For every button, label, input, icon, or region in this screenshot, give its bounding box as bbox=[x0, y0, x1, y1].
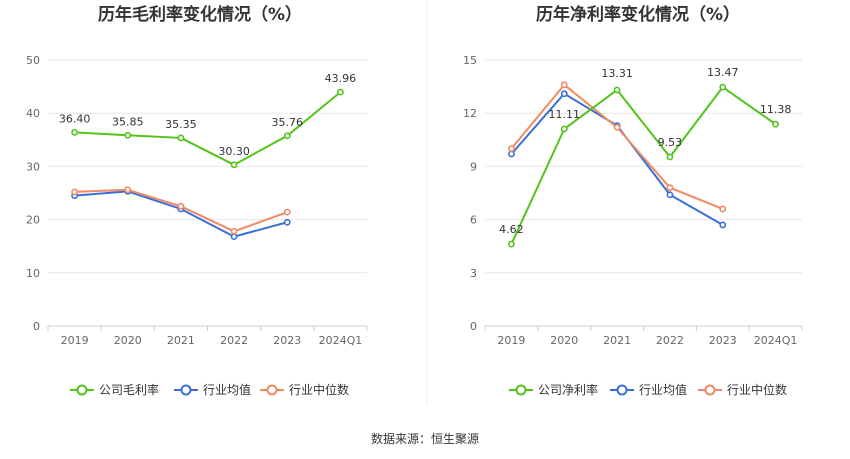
y-tick-label: 0 bbox=[33, 320, 40, 333]
data-label: 43.96 bbox=[325, 72, 357, 85]
series-line bbox=[74, 91, 342, 166]
x-tick-label: 2022 bbox=[656, 334, 684, 347]
data-point[interactable] bbox=[508, 150, 515, 158]
legend-item[interactable]: 行业均值 bbox=[174, 382, 251, 397]
series-line bbox=[510, 83, 724, 210]
x-tick-label: 2023 bbox=[273, 334, 301, 347]
legend-label: 行业均值 bbox=[639, 382, 687, 397]
legend-label: 行业均值 bbox=[203, 382, 251, 397]
y-tick-label: 3 bbox=[470, 267, 477, 280]
legend-item[interactable]: 行业中位数 bbox=[260, 382, 349, 397]
data-point[interactable] bbox=[71, 188, 78, 196]
data-label: 11.38 bbox=[760, 103, 792, 116]
y-tick-label: 12 bbox=[463, 107, 477, 120]
data-point[interactable] bbox=[177, 202, 185, 210]
gross-margin-chart: 历年毛利率变化情况（%） 0 10 20 30 40 50 2019 2020 2021 2022 2… bbox=[26, 4, 368, 397]
data-point[interactable] bbox=[230, 233, 238, 241]
x-tick-label: 2024Q1 bbox=[754, 334, 798, 347]
legend-label: 行业中位数 bbox=[727, 382, 787, 397]
net-margin-chart: 历年净利率变化情况（%） 0 3 6 9 12 15 2019 2020 2021 2022 2023… bbox=[463, 4, 803, 397]
data-label: 13.31 bbox=[601, 67, 633, 80]
y-tick-label: 15 bbox=[463, 54, 477, 67]
data-point[interactable] bbox=[177, 134, 185, 142]
data-point[interactable] bbox=[508, 240, 515, 248]
legend-label: 行业中位数 bbox=[289, 382, 349, 397]
legend-item[interactable]: 行业中位数 bbox=[698, 382, 787, 397]
legend-item[interactable]: 行业均值 bbox=[610, 382, 687, 397]
data-point[interactable] bbox=[230, 161, 238, 169]
data-point[interactable] bbox=[283, 218, 291, 226]
data-label: 30.30 bbox=[218, 145, 250, 158]
data-point[interactable] bbox=[124, 186, 132, 194]
data-point[interactable] bbox=[337, 88, 344, 96]
x-tick-label: 2019 bbox=[61, 334, 89, 347]
legend-marker bbox=[704, 384, 716, 396]
data-point[interactable] bbox=[560, 90, 568, 98]
legend-label: 公司净利率 bbox=[538, 382, 598, 397]
x-tick-label: 2022 bbox=[220, 334, 248, 347]
x-tick-label: 2021 bbox=[167, 334, 195, 347]
y-tick-label: 50 bbox=[26, 54, 40, 67]
data-point[interactable] bbox=[283, 132, 291, 140]
data-point[interactable] bbox=[772, 120, 779, 128]
legend-marker bbox=[180, 384, 192, 396]
y-tick-label: 9 bbox=[470, 160, 477, 173]
data-label: 13.47 bbox=[707, 66, 739, 79]
data-point[interactable] bbox=[283, 208, 291, 216]
legend-item[interactable]: 公司净利率 bbox=[509, 382, 598, 397]
data-point[interactable] bbox=[124, 131, 132, 139]
x-tick-label: 2020 bbox=[550, 334, 578, 347]
series-line bbox=[510, 86, 777, 245]
data-point[interactable] bbox=[230, 227, 238, 235]
source-label: 数据来源：恒生聚源 bbox=[371, 431, 479, 446]
data-point[interactable] bbox=[560, 81, 568, 89]
x-tick-label: 2024Q1 bbox=[319, 334, 363, 347]
data-point[interactable] bbox=[71, 128, 78, 136]
data-label: 35.76 bbox=[272, 116, 304, 129]
y-tick-label: 20 bbox=[26, 214, 40, 227]
data-point[interactable] bbox=[719, 83, 727, 91]
legend-label: 公司毛利率 bbox=[99, 382, 159, 397]
chart-title: 历年净利率变化情况（%） bbox=[536, 4, 740, 25]
data-label: 36.40 bbox=[59, 112, 91, 125]
data-point[interactable] bbox=[560, 125, 568, 133]
x-tick-label: 2021 bbox=[603, 334, 631, 347]
series-line bbox=[74, 190, 288, 238]
data-point[interactable] bbox=[666, 184, 674, 192]
y-tick-label: 40 bbox=[26, 107, 40, 120]
data-point[interactable] bbox=[508, 145, 515, 153]
data-label: 35.35 bbox=[165, 118, 197, 131]
legend-item[interactable]: 公司毛利率 bbox=[70, 382, 159, 397]
x-tick-label: 2019 bbox=[497, 334, 525, 347]
y-tick-label: 30 bbox=[26, 160, 40, 173]
data-point[interactable] bbox=[666, 153, 674, 161]
x-tick-label: 2020 bbox=[114, 334, 142, 347]
legend-marker bbox=[515, 384, 527, 396]
y-tick-label: 6 bbox=[470, 214, 477, 227]
data-label: 35.85 bbox=[112, 115, 144, 128]
data-point[interactable] bbox=[613, 86, 621, 94]
data-point[interactable] bbox=[719, 205, 727, 213]
data-point[interactable] bbox=[666, 191, 674, 199]
data-point[interactable] bbox=[613, 123, 621, 131]
legend-marker bbox=[616, 384, 628, 396]
y-tick-label: 0 bbox=[470, 320, 477, 333]
chart-title: 历年毛利率变化情况（%） bbox=[98, 4, 302, 25]
data-label: 4.62 bbox=[499, 223, 524, 236]
legend-marker bbox=[76, 384, 88, 396]
data-point[interactable] bbox=[719, 221, 727, 229]
x-tick-label: 2023 bbox=[709, 334, 737, 347]
data-label: 9.53 bbox=[658, 136, 683, 149]
data-label: 11.11 bbox=[549, 108, 581, 121]
legend-marker bbox=[266, 384, 278, 396]
y-tick-label: 10 bbox=[26, 267, 40, 280]
